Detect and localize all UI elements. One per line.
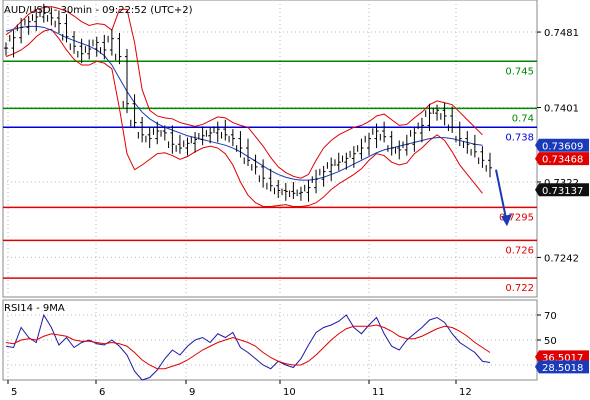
price-tag-label: 28.5018 <box>542 363 583 374</box>
price-tag-bg <box>535 350 589 364</box>
price-tag: 28.5018 <box>535 360 589 374</box>
bollinger-lower-line <box>5 28 483 207</box>
price-tag-bg <box>535 138 589 152</box>
rsi-title: RSI14 - 9MA <box>4 303 65 314</box>
level-label: 0.738 <box>505 132 534 143</box>
rsi-line <box>5 313 491 381</box>
price-tag: 0.73609 <box>535 138 589 152</box>
x-tick-label: 11 <box>372 387 385 398</box>
x-tick-label: 9 <box>189 387 195 398</box>
x-tick-label: 6 <box>99 387 105 398</box>
bollinger-upper-line <box>5 6 483 179</box>
price-tag-bg <box>535 152 589 166</box>
price-tag: 0.73137 <box>535 183 589 197</box>
level-label: 0.726 <box>505 245 534 256</box>
y-tick-label: 0.7242 <box>544 253 579 264</box>
price-tag-label: 36.5017 <box>542 353 583 364</box>
price-tag-bg <box>535 183 589 197</box>
level-label: 0.745 <box>505 66 534 77</box>
x-tick-label: 12 <box>459 387 472 398</box>
forecast-arrow-head <box>501 214 512 227</box>
rsi-tick-label: 70 <box>544 311 557 322</box>
price-tag: 36.5017 <box>535 350 589 364</box>
main-frame <box>2 0 538 298</box>
level-label: 0.722 <box>505 283 534 294</box>
y-tick-label: 0.7481 <box>544 28 579 39</box>
level-label: 0.7295 <box>499 212 534 223</box>
x-tick-label: 5 <box>11 387 17 398</box>
main-grid <box>2 0 541 384</box>
price-tag-label: 0.73137 <box>542 186 583 197</box>
ma-line <box>5 25 483 181</box>
indicator-lines <box>5 6 483 207</box>
rsi_ma-line <box>5 324 491 370</box>
level-label: 0.74 <box>512 113 534 124</box>
rsi-panel <box>5 313 491 381</box>
chart-title: AUD/USD - 30min - 09:22:52 (UTC+2) <box>4 5 193 16</box>
rsi-tick-label: 50 <box>544 336 557 347</box>
price-tag: 0.73468 <box>535 152 589 166</box>
forecast-arrow <box>495 169 507 219</box>
price-tag-label: 0.73468 <box>542 155 583 166</box>
price-tag-bg <box>535 360 589 374</box>
y-tick-label: 0.7401 <box>544 103 579 114</box>
x-tick-label: 10 <box>283 387 296 398</box>
price-tag-label: 0.73609 <box>542 141 583 152</box>
candlesticks <box>4 3 492 202</box>
